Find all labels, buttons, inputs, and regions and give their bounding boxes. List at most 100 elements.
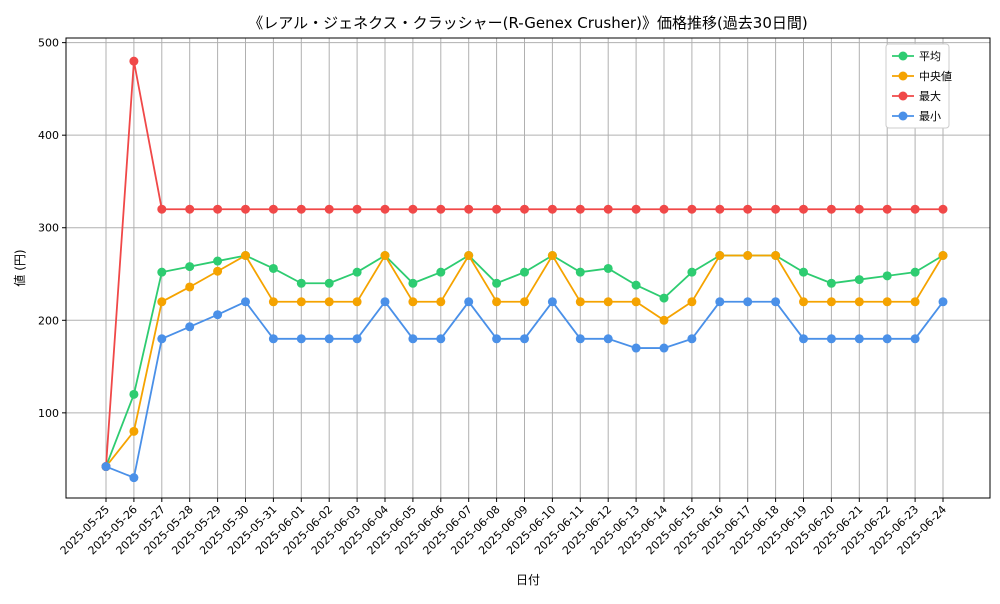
data-point xyxy=(213,310,223,320)
data-point xyxy=(129,56,139,66)
tick-layer: 2025-05-252025-05-262025-05-272025-05-28… xyxy=(38,37,949,558)
data-point xyxy=(492,334,502,344)
data-point xyxy=(659,204,669,214)
data-point xyxy=(380,204,390,214)
data-point xyxy=(352,297,362,307)
data-point xyxy=(771,204,781,214)
data-point xyxy=(185,322,195,332)
y-tick-label: 400 xyxy=(38,129,59,142)
data-point xyxy=(268,334,278,344)
data-point xyxy=(575,334,585,344)
data-point xyxy=(492,278,502,288)
data-point xyxy=(129,426,139,436)
data-point xyxy=(268,204,278,214)
data-point xyxy=(854,275,864,285)
data-point xyxy=(826,204,836,214)
grid-layer xyxy=(66,38,990,498)
data-point xyxy=(743,297,753,307)
data-point xyxy=(129,389,139,399)
data-point xyxy=(408,204,418,214)
data-point xyxy=(101,462,111,472)
data-point xyxy=(575,204,585,214)
data-point xyxy=(603,204,613,214)
data-point xyxy=(296,297,306,307)
data-point xyxy=(408,278,418,288)
series-3 xyxy=(101,297,948,483)
data-point xyxy=(464,204,474,214)
data-point xyxy=(296,334,306,344)
data-point xyxy=(547,204,557,214)
data-point xyxy=(882,297,892,307)
data-point xyxy=(547,251,557,261)
data-point xyxy=(241,297,250,307)
data-point xyxy=(715,251,725,261)
y-axis-label: 値 (円) xyxy=(12,249,27,286)
data-point xyxy=(854,334,864,344)
data-point xyxy=(464,251,474,261)
data-point xyxy=(910,204,920,214)
data-point xyxy=(799,204,808,214)
data-point xyxy=(575,267,585,277)
plot-area-frame xyxy=(65,37,991,499)
data-point xyxy=(380,251,390,261)
data-point xyxy=(492,204,502,214)
data-point xyxy=(268,263,278,273)
data-point xyxy=(771,297,781,307)
data-point xyxy=(659,315,669,325)
data-point xyxy=(352,267,362,277)
data-point xyxy=(799,334,808,344)
data-point xyxy=(910,297,920,307)
data-point xyxy=(324,278,334,288)
data-point xyxy=(464,297,474,307)
data-point xyxy=(687,267,697,277)
data-point xyxy=(631,297,641,307)
data-point xyxy=(157,204,167,214)
chart-title: 《レアル・ジェネクス・クラッシャー(R-Genex Crusher)》価格推移(… xyxy=(248,14,808,32)
data-point xyxy=(882,204,892,214)
data-point xyxy=(324,204,334,214)
data-point xyxy=(520,334,529,344)
data-point xyxy=(603,334,613,344)
data-point xyxy=(687,297,697,307)
data-point xyxy=(492,297,502,307)
data-point xyxy=(324,334,334,344)
data-point xyxy=(213,256,223,266)
data-point xyxy=(296,204,306,214)
data-point xyxy=(241,204,250,214)
data-point xyxy=(520,297,529,307)
y-tick-label: 300 xyxy=(38,222,59,235)
legend-label: 最小 xyxy=(919,110,941,123)
data-point xyxy=(436,204,446,214)
data-point xyxy=(938,297,948,307)
y-tick-label: 100 xyxy=(38,407,59,420)
data-point xyxy=(268,297,278,307)
data-point xyxy=(826,297,836,307)
data-point xyxy=(882,334,892,344)
data-point xyxy=(436,334,446,344)
legend-frame xyxy=(885,43,950,129)
legend-swatch-marker xyxy=(898,51,908,61)
legend-swatch-marker xyxy=(898,71,908,81)
y-tick-label: 500 xyxy=(38,37,59,50)
data-point xyxy=(296,278,306,288)
data-point xyxy=(910,267,920,277)
data-point xyxy=(715,204,725,214)
data-point xyxy=(436,297,446,307)
data-point xyxy=(520,204,529,214)
data-point xyxy=(603,297,613,307)
data-point xyxy=(185,204,195,214)
data-point xyxy=(882,271,892,281)
y-tick-label: 200 xyxy=(38,314,59,327)
data-point xyxy=(771,251,781,261)
data-point xyxy=(324,297,334,307)
legend-swatch-marker xyxy=(898,111,908,121)
data-point xyxy=(631,204,641,214)
data-point xyxy=(687,204,697,214)
legend-label: 中央値 xyxy=(919,70,952,83)
data-point xyxy=(826,334,836,344)
data-point xyxy=(743,251,753,261)
data-point xyxy=(157,334,167,344)
legend-swatch-marker xyxy=(898,91,908,101)
